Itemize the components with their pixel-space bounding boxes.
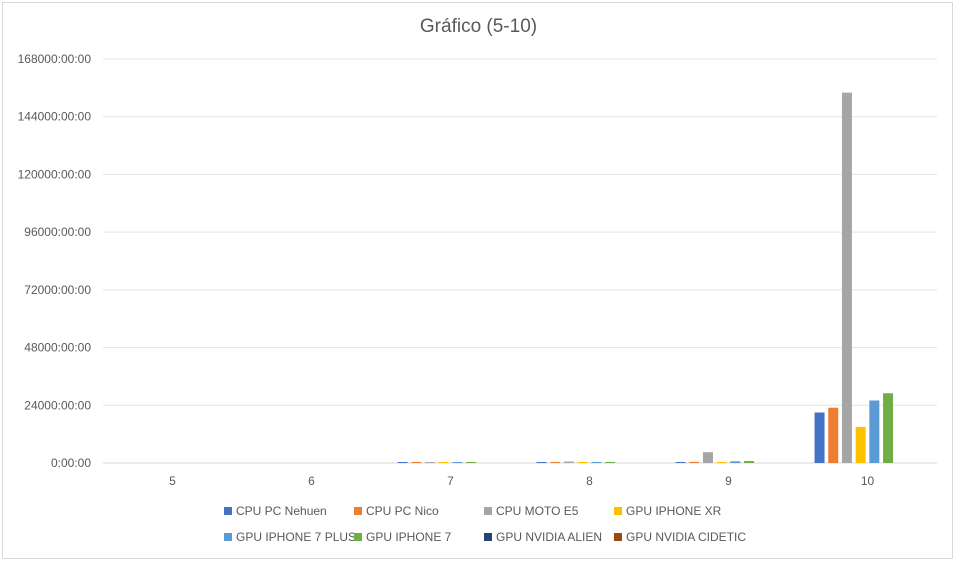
- legend-label: GPU IPHONE 7: [366, 530, 452, 544]
- legend-item: GPU NVIDIA CIDETIC: [614, 529, 746, 545]
- bar: [466, 462, 477, 463]
- y-tick-label: 24000:00:00: [24, 398, 91, 412]
- legend-label: CPU MOTO E5: [496, 504, 579, 518]
- legend-item: GPU IPHONE 7 PLUS: [224, 529, 356, 545]
- y-tick-label: 72000:00:00: [24, 283, 91, 297]
- legend-item: CPU MOTO E5: [484, 503, 578, 519]
- bar: [424, 462, 435, 463]
- x-tick-label: 9: [725, 474, 732, 488]
- legend-swatch: [484, 507, 492, 515]
- legend-item: GPU NVIDIA ALIEN: [484, 529, 602, 545]
- bars: [397, 92, 894, 464]
- legend-label: GPU NVIDIA ALIEN: [496, 530, 603, 544]
- gridlines: [103, 58, 937, 464]
- legend-swatch: [354, 533, 362, 541]
- bar: [702, 452, 713, 463]
- legend-swatch: [224, 533, 232, 541]
- x-tick-label: 10: [861, 474, 875, 488]
- x-tick-label: 7: [447, 474, 454, 488]
- y-tick-label: 96000:00:00: [24, 225, 91, 239]
- legend-swatch: [354, 507, 362, 515]
- bar: [577, 462, 588, 463]
- legend-label: GPU IPHONE 7 PLUS: [236, 530, 357, 544]
- bar: [841, 92, 852, 464]
- x-tick-label: 8: [586, 474, 593, 488]
- y-axis-ticks: 0:00:00 24000:00:00 48000:00:00 72000:00:00…: [18, 52, 92, 470]
- legend-swatch: [614, 533, 622, 541]
- bar: [550, 462, 561, 463]
- bar: [438, 462, 449, 463]
- y-tick-label: 144000:00:00: [18, 110, 92, 124]
- bar: [591, 462, 602, 463]
- legend-label: CPU PC Nehuen: [236, 504, 327, 518]
- x-tick-label: 6: [308, 474, 315, 488]
- bar: [883, 393, 894, 463]
- legend-item: CPU PC Nehuen: [224, 503, 327, 519]
- bar: [716, 462, 727, 463]
- x-tick-label: 5: [169, 474, 176, 488]
- y-tick-label: 48000:00:00: [24, 341, 91, 355]
- y-tick-label: 120000:00:00: [18, 167, 92, 181]
- legend-item: GPU IPHONE 7: [354, 529, 451, 545]
- y-tick-label: 168000:00:00: [18, 52, 92, 66]
- bar: [828, 407, 839, 463]
- bar: [730, 461, 741, 463]
- legend-label: GPU IPHONE XR: [626, 504, 722, 518]
- bar: [397, 462, 408, 463]
- legend-swatch: [614, 507, 622, 515]
- y-tick-label: 0:00:00: [51, 456, 91, 470]
- bar: [689, 461, 700, 463]
- bar: [855, 426, 866, 463]
- bar: [675, 462, 686, 463]
- bar: [452, 462, 463, 463]
- legend-label: GPU NVIDIA CIDETIC: [626, 530, 747, 544]
- x-axis-ticks: 5 6 7 8 9 10: [169, 474, 874, 488]
- bar: [814, 412, 825, 463]
- chart-title: Gráfico (5-10): [419, 16, 538, 37]
- legend-swatch: [484, 533, 492, 541]
- bar: [744, 461, 755, 463]
- bar: [605, 462, 616, 463]
- legend-swatch: [224, 507, 232, 515]
- bar: [563, 461, 574, 463]
- bar: [411, 462, 422, 463]
- legend-item: CPU PC Nico: [354, 503, 439, 519]
- legend-label: CPU PC Nico: [366, 504, 439, 518]
- bar: [536, 462, 547, 463]
- legend-item: GPU IPHONE XR: [614, 503, 721, 519]
- bar: [869, 400, 880, 463]
